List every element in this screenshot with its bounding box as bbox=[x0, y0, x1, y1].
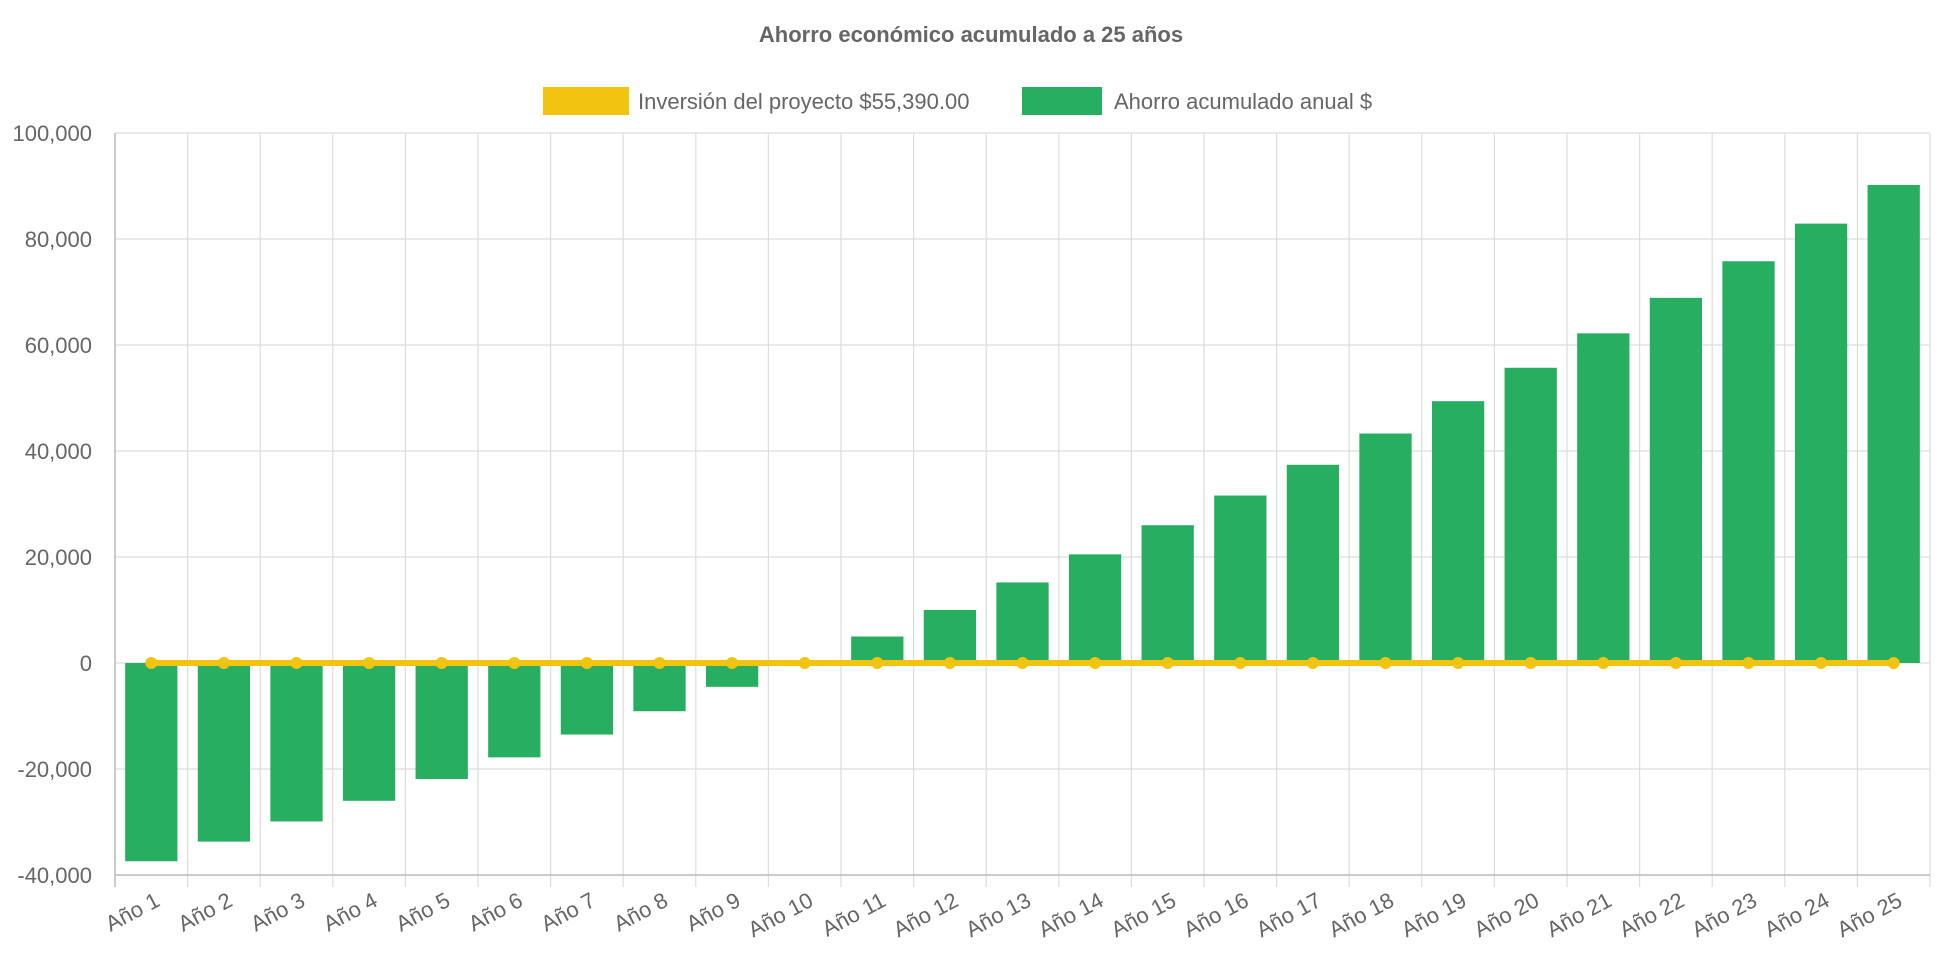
legend-item-ahorro[interactable]: Ahorro acumulado anual $ bbox=[1022, 87, 1372, 115]
legend-item-inversion[interactable]: Inversión del proyecto $55,390.00 bbox=[543, 87, 969, 115]
bar-18[interactable] bbox=[1359, 433, 1412, 663]
bar-1[interactable] bbox=[125, 663, 178, 862]
x-tick-label-20: Año 20 bbox=[1470, 887, 1543, 942]
bar-24[interactable] bbox=[1794, 223, 1848, 663]
x-tick-label-9: Año 9 bbox=[682, 887, 745, 936]
bars bbox=[125, 184, 1920, 862]
line-point-22[interactable] bbox=[1669, 657, 1682, 669]
x-tick-label-10: Año 10 bbox=[744, 887, 817, 942]
bar-17[interactable] bbox=[1286, 464, 1340, 663]
bar-16[interactable] bbox=[1214, 495, 1267, 663]
line-point-11[interactable] bbox=[871, 657, 884, 669]
line-point-6[interactable] bbox=[508, 657, 521, 669]
line-point-13[interactable] bbox=[1016, 657, 1029, 669]
x-tick-label-25: Año 25 bbox=[1833, 887, 1906, 942]
y-tick-label-3: 40,000 bbox=[25, 439, 92, 464]
bar-21[interactable] bbox=[1577, 333, 1630, 663]
bar-25[interactable] bbox=[1867, 184, 1920, 663]
line-point-7[interactable] bbox=[580, 657, 593, 669]
x-tick-label-5: Año 5 bbox=[392, 887, 455, 936]
line-point-10[interactable] bbox=[798, 657, 811, 669]
legend: Inversión del proyecto $55,390.00 Ahorro… bbox=[543, 87, 1372, 115]
bar-6[interactable] bbox=[488, 663, 541, 758]
line-point-5[interactable] bbox=[435, 657, 448, 669]
legend-swatch-inversion bbox=[543, 87, 629, 115]
x-tick-label-6: Año 6 bbox=[464, 887, 527, 936]
bar-9[interactable] bbox=[705, 663, 759, 687]
x-tick-label-16: Año 16 bbox=[1179, 887, 1252, 942]
y-tick-label-5: 0 bbox=[80, 651, 92, 676]
bar-15[interactable] bbox=[1141, 525, 1194, 663]
x-axis: Año 1 Año 2 Año 3 Año 4 Año 5 Año 6 Año 7 Año 8… bbox=[101, 887, 1906, 942]
line-point-18[interactable] bbox=[1379, 657, 1392, 669]
y-tick-label-7: -40,000 bbox=[17, 863, 92, 888]
x-tick-label-22: Año 22 bbox=[1615, 887, 1688, 942]
chart-title: Ahorro económico acumulado a 25 años bbox=[759, 22, 1183, 47]
line-point-19[interactable] bbox=[1452, 657, 1465, 669]
bar-14[interactable] bbox=[1068, 554, 1122, 663]
x-tick-label-23: Año 23 bbox=[1688, 887, 1761, 942]
y-tick-label-1: 80,000 bbox=[25, 227, 92, 252]
x-tick-label-7: Año 7 bbox=[537, 887, 600, 936]
line-point-20[interactable] bbox=[1524, 657, 1537, 669]
y-tick-label-0: 100,000 bbox=[12, 121, 92, 146]
x-tick-label-1: Año 1 bbox=[101, 887, 164, 936]
line-point-25[interactable] bbox=[1887, 657, 1900, 669]
y-tick-label-4: 20,000 bbox=[25, 545, 92, 570]
x-tick-label-12: Año 12 bbox=[889, 887, 962, 942]
line-point-16[interactable] bbox=[1234, 657, 1247, 669]
bar-22[interactable] bbox=[1649, 297, 1703, 663]
x-tick-label-2: Año 2 bbox=[174, 887, 237, 936]
line-point-21[interactable] bbox=[1597, 657, 1610, 669]
line-point-3[interactable] bbox=[290, 657, 303, 669]
x-tick-label-15: Año 15 bbox=[1107, 887, 1180, 942]
x-tick-label-13: Año 13 bbox=[962, 887, 1035, 942]
legend-swatch-ahorro bbox=[1022, 87, 1102, 115]
line-point-9[interactable] bbox=[726, 657, 739, 669]
line-point-17[interactable] bbox=[1306, 657, 1319, 669]
line-point-2[interactable] bbox=[217, 657, 230, 669]
line-point-24[interactable] bbox=[1815, 657, 1828, 669]
bar-23[interactable] bbox=[1722, 261, 1775, 663]
x-tick-label-18: Año 18 bbox=[1325, 887, 1398, 942]
investment-line bbox=[145, 657, 1900, 669]
bar-5[interactable] bbox=[415, 663, 468, 780]
line-point-8[interactable] bbox=[653, 657, 666, 669]
line-point-14[interactable] bbox=[1089, 657, 1102, 669]
legend-label-inversion: Inversión del proyecto $55,390.00 bbox=[638, 89, 969, 114]
x-tick-label-17: Año 17 bbox=[1252, 887, 1325, 942]
bar-2[interactable] bbox=[197, 663, 251, 842]
bar-20[interactable] bbox=[1504, 367, 1557, 663]
x-tick-label-3: Año 3 bbox=[246, 887, 309, 936]
bar-8[interactable] bbox=[633, 663, 686, 712]
x-tick-label-14: Año 14 bbox=[1034, 887, 1107, 942]
x-tick-label-24: Año 24 bbox=[1760, 887, 1833, 942]
line-point-15[interactable] bbox=[1161, 657, 1174, 669]
bar-19[interactable] bbox=[1431, 401, 1485, 663]
x-tick-label-8: Año 8 bbox=[609, 887, 672, 936]
bar-3[interactable] bbox=[270, 663, 323, 822]
bar-4[interactable] bbox=[342, 663, 396, 801]
x-tick-label-21: Año 21 bbox=[1542, 887, 1615, 942]
bar-12[interactable] bbox=[923, 610, 977, 663]
line-point-4[interactable] bbox=[363, 657, 376, 669]
bar-7[interactable] bbox=[560, 663, 614, 735]
line-point-1[interactable] bbox=[145, 657, 158, 669]
x-tick-label-4: Año 4 bbox=[319, 887, 382, 936]
x-tick-label-19: Año 19 bbox=[1397, 887, 1470, 942]
y-tick-label-2: 60,000 bbox=[25, 333, 92, 358]
legend-label-ahorro: Ahorro acumulado anual $ bbox=[1114, 89, 1372, 114]
x-tick-label-11: Año 11 bbox=[818, 887, 890, 941]
y-tick-label-6: -20,000 bbox=[17, 757, 92, 782]
bar-13[interactable] bbox=[996, 582, 1049, 663]
line-point-12[interactable] bbox=[943, 657, 956, 669]
line-point-23[interactable] bbox=[1742, 657, 1755, 669]
y-axis: 100,000 80,000 60,000 40,000 20,000 0 -20,000 -… bbox=[12, 121, 92, 888]
